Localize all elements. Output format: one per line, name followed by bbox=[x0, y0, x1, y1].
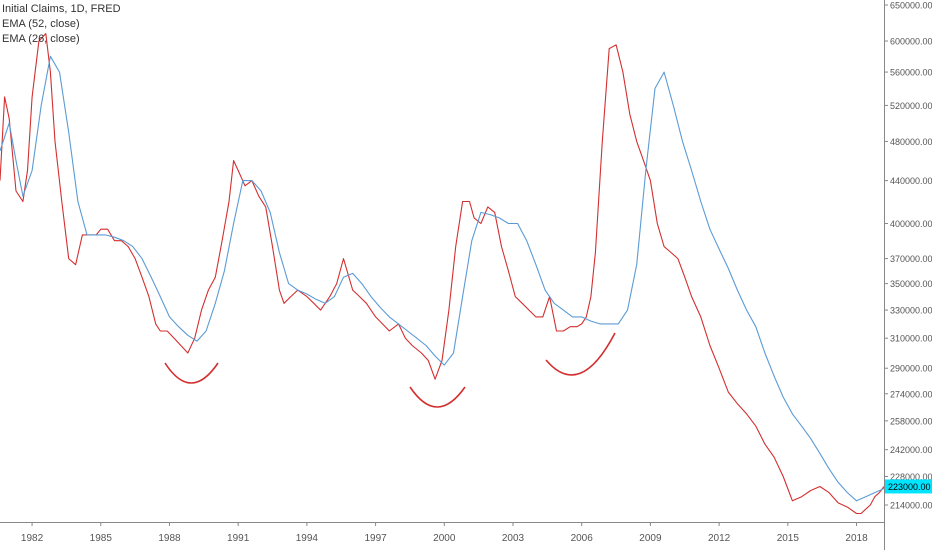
x-tick-label: 1985 bbox=[90, 533, 113, 544]
x-tick-label: 1982 bbox=[21, 533, 44, 544]
annotation-arc-2007 bbox=[545, 332, 616, 376]
x-tick-label: 1997 bbox=[364, 533, 387, 544]
x-tick-label: 1991 bbox=[227, 533, 250, 544]
y-tick-label: 600000.00 bbox=[890, 37, 932, 47]
y-tick-label: 400000.00 bbox=[890, 219, 932, 229]
x-tick-label: 2015 bbox=[777, 533, 800, 544]
y-tick-label: 242000.00 bbox=[890, 445, 932, 455]
annotation-arc-2000 bbox=[409, 386, 466, 408]
y-tick-label: 330000.00 bbox=[890, 306, 932, 316]
series-line-ema bbox=[0, 55, 885, 502]
x-tick-label: 2009 bbox=[639, 533, 662, 544]
x-tick-label: 1988 bbox=[158, 533, 181, 544]
series-line-initial-claims bbox=[0, 33, 885, 515]
y-tick-label: 370000.00 bbox=[890, 254, 932, 264]
y-tick-label: 274000.00 bbox=[890, 389, 932, 399]
last-price-badge bbox=[885, 479, 932, 494]
x-tick-label: 2006 bbox=[571, 533, 594, 544]
last-price-badge-label: 223000.00 bbox=[888, 482, 931, 492]
legend-ema-26: EMA (26, close) bbox=[2, 33, 80, 45]
y-tick-label: 440000.00 bbox=[890, 176, 932, 186]
x-tick-label: 2000 bbox=[433, 533, 456, 544]
annotation-arc-1989 bbox=[164, 362, 219, 384]
annotation-arcs bbox=[164, 332, 616, 408]
y-tick-label: 214000.00 bbox=[890, 501, 932, 511]
x-tick-label: 2012 bbox=[708, 533, 731, 544]
chart-legend: Initial Claims, 1D, FRED EMA (52, close)… bbox=[2, 2, 121, 47]
legend-ema-52: EMA (52, close) bbox=[2, 18, 80, 30]
x-tick-label: 2003 bbox=[502, 533, 525, 544]
y-tick-label: 650000.00 bbox=[890, 1, 932, 11]
y-tick-label: 310000.00 bbox=[890, 334, 932, 344]
legend-title: Initial Claims, 1D, FRED bbox=[2, 3, 121, 15]
y-tick-label: 480000.00 bbox=[890, 137, 932, 147]
y-tick-label: 258000.00 bbox=[890, 416, 932, 426]
y-tick-label: 350000.00 bbox=[890, 279, 932, 289]
x-tick-label: 2018 bbox=[845, 533, 868, 544]
x-tick-label: 1994 bbox=[296, 533, 319, 544]
y-tick-label: 290000.00 bbox=[890, 364, 932, 374]
y-tick-label: 520000.00 bbox=[890, 101, 932, 111]
y-tick-label: 560000.00 bbox=[890, 68, 932, 78]
y-tick-label: 228000.00 bbox=[890, 472, 932, 482]
